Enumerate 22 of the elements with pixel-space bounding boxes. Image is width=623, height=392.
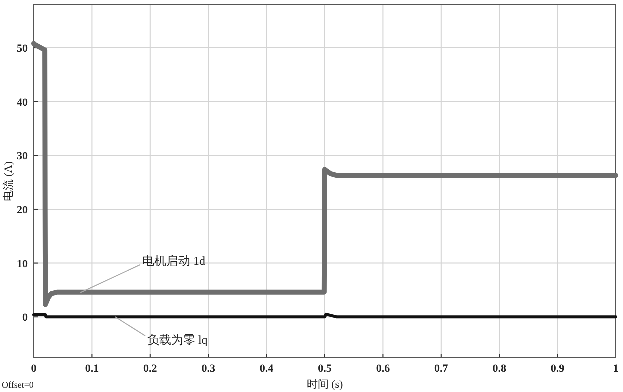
y-tick-label: 50	[17, 43, 28, 56]
x-tick-label: 1	[613, 363, 619, 375]
y-tick-label: 0	[22, 312, 28, 324]
text: Offset=0	[2, 380, 34, 390]
x-tick-label: 0.4	[260, 363, 274, 375]
x-tick-label: 0.5	[318, 363, 332, 375]
x-tick-label: 0.1	[85, 363, 100, 375]
x-tick-label: 0.3	[202, 363, 216, 375]
y-tick-label: 10	[17, 258, 28, 270]
y-axis-title: 电流 (A)	[2, 161, 15, 202]
annotation: 电机启动 1d	[142, 254, 206, 268]
x-axis-title: 时间 (s)	[306, 378, 344, 391]
y-tick-label: 20	[17, 204, 28, 216]
x-tick-label: 0.8	[492, 363, 507, 375]
x-tick-label: 0	[31, 363, 38, 375]
y-tick-label: 30	[17, 150, 28, 163]
x-tick-label: 0.2	[144, 363, 158, 375]
y-tick-label: 40	[17, 96, 28, 109]
annotation: 负载为零 lq	[147, 333, 208, 348]
x-tick-label: 0.6	[376, 363, 391, 375]
x-tick-label: 0.9	[550, 363, 566, 375]
x-tick-label: 0.7	[434, 363, 449, 375]
